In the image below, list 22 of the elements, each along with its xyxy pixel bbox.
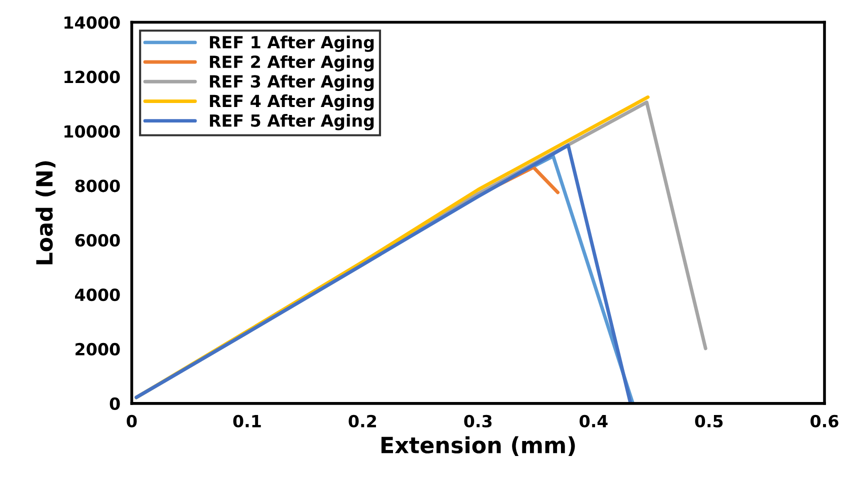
legend-label: REF 5 After Aging: [210, 114, 374, 130]
x-tick-label: 0.4: [580, 414, 608, 428]
y-tick-label: 6000: [75, 234, 120, 247]
legend-label: REF 2 After Aging: [210, 55, 374, 72]
legend-label: REF 1 After Aging: [210, 36, 374, 52]
y-tick-label: 4000: [75, 288, 120, 302]
y-tick-label: 14000: [64, 16, 120, 29]
x-tick-label: 0.6: [810, 414, 838, 428]
y-axis-title: Load (N): [36, 161, 56, 264]
x-tick-label: 0.1: [233, 414, 261, 428]
y-tick-label: 0: [110, 397, 120, 410]
y-tick-label: 8000: [75, 180, 120, 192]
x-tick-label: 0.3: [464, 414, 492, 428]
y-tick-label: 10000: [64, 125, 120, 138]
legend-label: REF 4 After Aging: [210, 94, 374, 111]
y-tick-label: 2000: [76, 342, 120, 356]
x-axis-title: Extension (mm): [382, 436, 575, 456]
x-tick-label: 0.2: [348, 414, 376, 428]
x-tick-label: 0.5: [695, 414, 723, 428]
y-tick-label: 12000: [64, 70, 120, 84]
legend-label: REF 3 After Aging: [210, 74, 374, 92]
x-tick-label: 0: [126, 414, 137, 428]
